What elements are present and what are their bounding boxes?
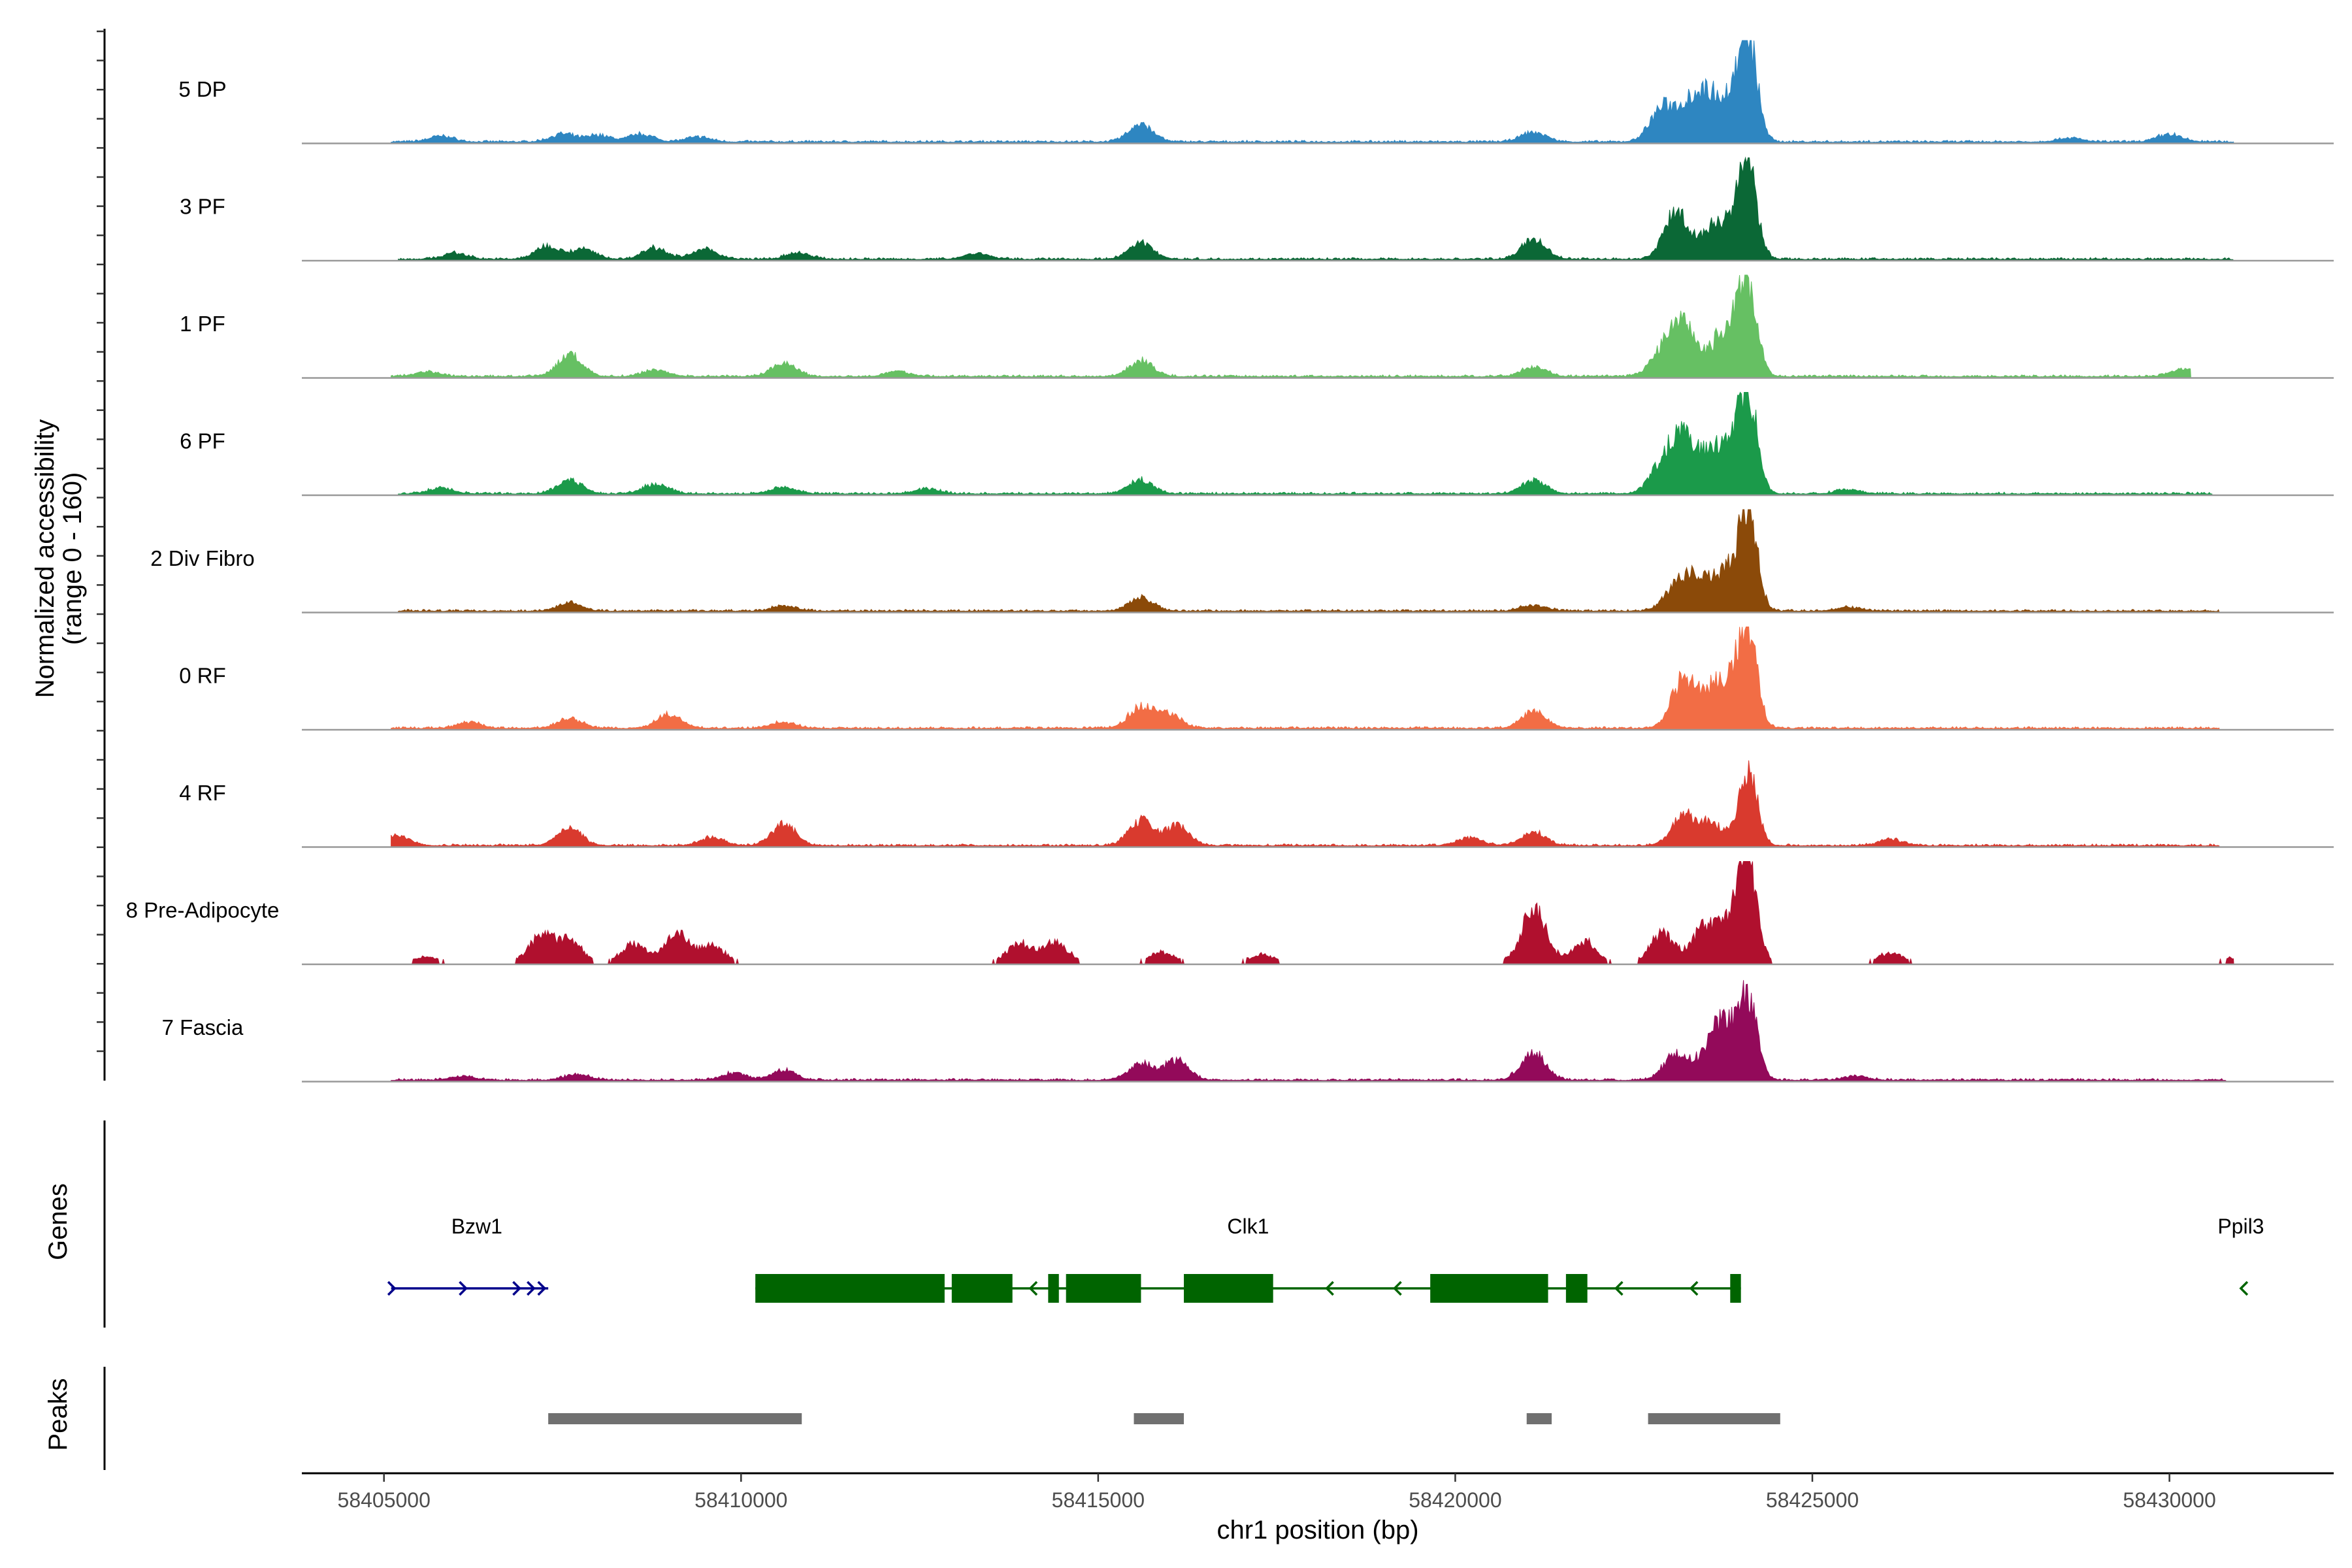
gene-label: Bzw1 <box>451 1215 502 1238</box>
track-4 <box>302 391 2334 497</box>
exon <box>1430 1274 1548 1303</box>
strand-arrow <box>1614 1281 1624 1296</box>
peak-region <box>1134 1413 1184 1424</box>
gene-clk1: Clk1 <box>755 1215 1741 1303</box>
track-8 <box>302 861 2334 966</box>
peaks-panel <box>103 1367 1780 1470</box>
coverage-area <box>398 391 2213 496</box>
x-tick-label: 58420000 <box>1409 1488 1501 1512</box>
exon <box>1066 1274 1141 1303</box>
strand-arrow <box>512 1281 521 1296</box>
genes-panel-title: Genes <box>44 1183 73 1260</box>
track-label: 7 Fascia <box>162 1015 244 1039</box>
genes-panel: Bzw1 Clk1 Ppil3 <box>103 1120 2264 1328</box>
strand-arrow <box>387 1281 397 1296</box>
strand-arrow <box>459 1281 468 1296</box>
track-labels: 5 DP 3 PF 1 PF 6 PF 2 Div Fibro 0 RF 4 RF 8 Pre… <box>126 77 280 1039</box>
strand-arrow <box>2239 1281 2249 1296</box>
exon <box>1565 1274 1588 1303</box>
peaks-panel-title: Peaks <box>44 1378 73 1450</box>
x-tick-label: 58425000 <box>1766 1488 1859 1512</box>
peak-region <box>1648 1413 1780 1424</box>
peak-region <box>548 1413 802 1424</box>
track-label: 6 PF <box>180 429 225 453</box>
track-5 <box>302 509 2334 613</box>
gene-ppil3: Ppil3 <box>2217 1215 2264 1296</box>
x-tick-label: 58415000 <box>1052 1488 1145 1512</box>
track-label: 1 PF <box>180 312 225 336</box>
track-3 <box>302 274 2334 379</box>
coverage-area <box>398 509 2220 613</box>
track-1 <box>302 40 2334 144</box>
coverage-area <box>398 156 2235 261</box>
y-axis-title-line1: Normalized accessibility <box>31 419 59 698</box>
x-tick-label: 58430000 <box>2123 1488 2215 1512</box>
track-label: 0 RF <box>179 664 226 688</box>
strand-arrow <box>537 1281 547 1296</box>
x-tick-label: 58410000 <box>694 1488 787 1512</box>
track-2 <box>302 156 2334 262</box>
track-label: 3 PF <box>180 195 225 219</box>
exon <box>1184 1274 1273 1303</box>
exon <box>755 1274 945 1303</box>
y-axis-title-line2: (range 0 - 160) <box>58 472 87 645</box>
track-7 <box>302 760 2334 848</box>
track-label: 5 DP <box>178 77 226 101</box>
x-tick-label: 58405000 <box>338 1488 431 1512</box>
coverage-area <box>391 274 2191 378</box>
track-9 <box>302 980 2334 1083</box>
gene-bzw1: Bzw1 <box>387 1215 549 1296</box>
gene-label: Clk1 <box>1227 1215 1269 1238</box>
strand-arrow <box>1689 1281 1699 1296</box>
coverage-area <box>391 760 2220 847</box>
x-axis: 58405000 58410000 58415000 58420000 58425000… <box>302 1472 2334 1512</box>
coverage-area <box>391 40 2234 144</box>
strand-arrow <box>1325 1281 1334 1296</box>
strand-arrow <box>527 1281 536 1296</box>
peak-region <box>1526 1413 1552 1424</box>
track-6 <box>302 627 2334 731</box>
gene-label: Ppil3 <box>2217 1215 2264 1238</box>
exon <box>1048 1274 1059 1303</box>
track-label: 2 Div Fibro <box>150 546 255 570</box>
track-label: 8 Pre-Adipocyte <box>126 898 280 923</box>
strand-arrow <box>1393 1281 1402 1296</box>
x-axis-title: chr1 position (bp) <box>1217 1516 1418 1544</box>
track-label: 4 RF <box>179 781 226 805</box>
coverage-area <box>391 627 2220 730</box>
coverage-area <box>391 980 2228 1082</box>
exon <box>951 1274 1013 1303</box>
strand-arrow <box>1028 1281 1038 1296</box>
exon <box>1730 1274 1741 1303</box>
y-axis <box>97 29 106 1081</box>
coverage-area <box>405 861 2234 965</box>
coverage-panel <box>97 29 2334 1083</box>
